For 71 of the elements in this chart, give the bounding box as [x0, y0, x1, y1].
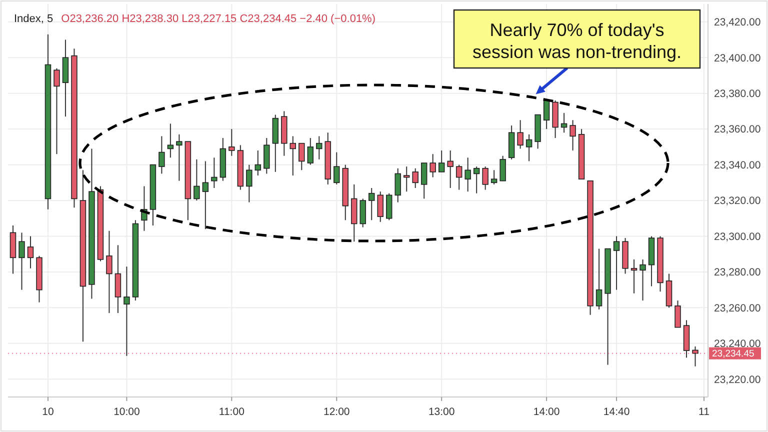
candlestick	[420, 162, 428, 200]
y-tick-label: 23,420.00	[714, 16, 761, 29]
candlestick	[228, 128, 235, 156]
candlestick	[613, 236, 620, 290]
candlestick	[167, 123, 174, 158]
candlestick	[54, 68, 60, 155]
candlestick	[298, 142, 305, 171]
candlestick	[307, 137, 314, 166]
candlestick	[430, 154, 436, 178]
candlestick	[412, 168, 418, 188]
y-tick-label: 23,320.00	[714, 195, 761, 208]
candlestick	[490, 170, 498, 185]
candlestick	[27, 236, 34, 269]
candlestick	[630, 258, 638, 294]
candlestick	[596, 248, 602, 310]
y-tick-label: 23,300.00	[714, 230, 761, 243]
candlestick	[464, 157, 471, 192]
x-tick-label: 14:40	[603, 406, 630, 418]
candlestick	[124, 266, 130, 356]
text: Index, 5	[14, 13, 54, 25]
x-tick-label: 10	[42, 406, 54, 418]
candlestick	[456, 164, 462, 190]
ref-line-label: 23,234.45	[712, 348, 754, 360]
candlestick	[194, 158, 200, 201]
candlestick	[264, 137, 270, 174]
candlestick	[447, 150, 454, 188]
candlestick	[386, 192, 392, 221]
y-tick-label: 23,400.00	[714, 52, 761, 64]
candlestick	[368, 187, 375, 221]
y-tick-label: 23,220.00	[714, 374, 761, 386]
candlestick	[482, 166, 488, 190]
text: O23,236.20 H23,238.30 L23,227.15 C23,234.45 −2.40 (−0.01%)	[61, 13, 376, 25]
candlestick	[640, 258, 646, 302]
candlestick	[211, 157, 218, 188]
candlestick	[403, 166, 410, 192]
candlestick	[438, 150, 445, 172]
candlestick	[158, 136, 165, 174]
y-tick-label: 23,340.00	[714, 159, 761, 172]
y-tick-label: 23,360.00	[714, 124, 761, 136]
candlestick	[543, 100, 550, 130]
candlestick	[316, 136, 322, 160]
candlestick	[473, 166, 480, 194]
y-tick-label: 23,380.00	[714, 88, 761, 100]
x-tick-label: 11	[698, 406, 710, 418]
y-tick-label: 23,240.00	[714, 338, 761, 350]
candlestick	[334, 152, 340, 185]
y-tick-label: 23,280.00	[714, 266, 761, 279]
x-tick-label: 12:00	[323, 406, 350, 418]
x-tick-label: 13:00	[428, 406, 455, 418]
y-tick-label: 23,260.00	[714, 302, 761, 314]
candlestick	[18, 232, 25, 290]
candlestick	[114, 244, 122, 314]
candlestick	[500, 155, 506, 182]
candlestick	[360, 198, 366, 228]
candlestick	[394, 168, 401, 203]
candlestick	[246, 164, 252, 203]
x-tick-label: 10:00	[114, 406, 140, 418]
candlestick	[674, 300, 681, 328]
candlestick	[202, 160, 209, 230]
candlestick	[290, 136, 296, 176]
annotation: Nearly 70% of today's session was non-trending.	[472, 20, 682, 62]
candlestick	[176, 134, 182, 182]
candlestick	[106, 230, 112, 314]
x-tick-label: 14:00	[533, 406, 560, 418]
candlestick	[570, 120, 576, 151]
candlestick	[526, 134, 532, 162]
candlestick	[517, 120, 524, 150]
candlestick	[254, 150, 262, 176]
candlestick	[560, 112, 568, 134]
candlestick	[377, 191, 384, 222]
x-tick-label: 11:00	[218, 406, 245, 418]
